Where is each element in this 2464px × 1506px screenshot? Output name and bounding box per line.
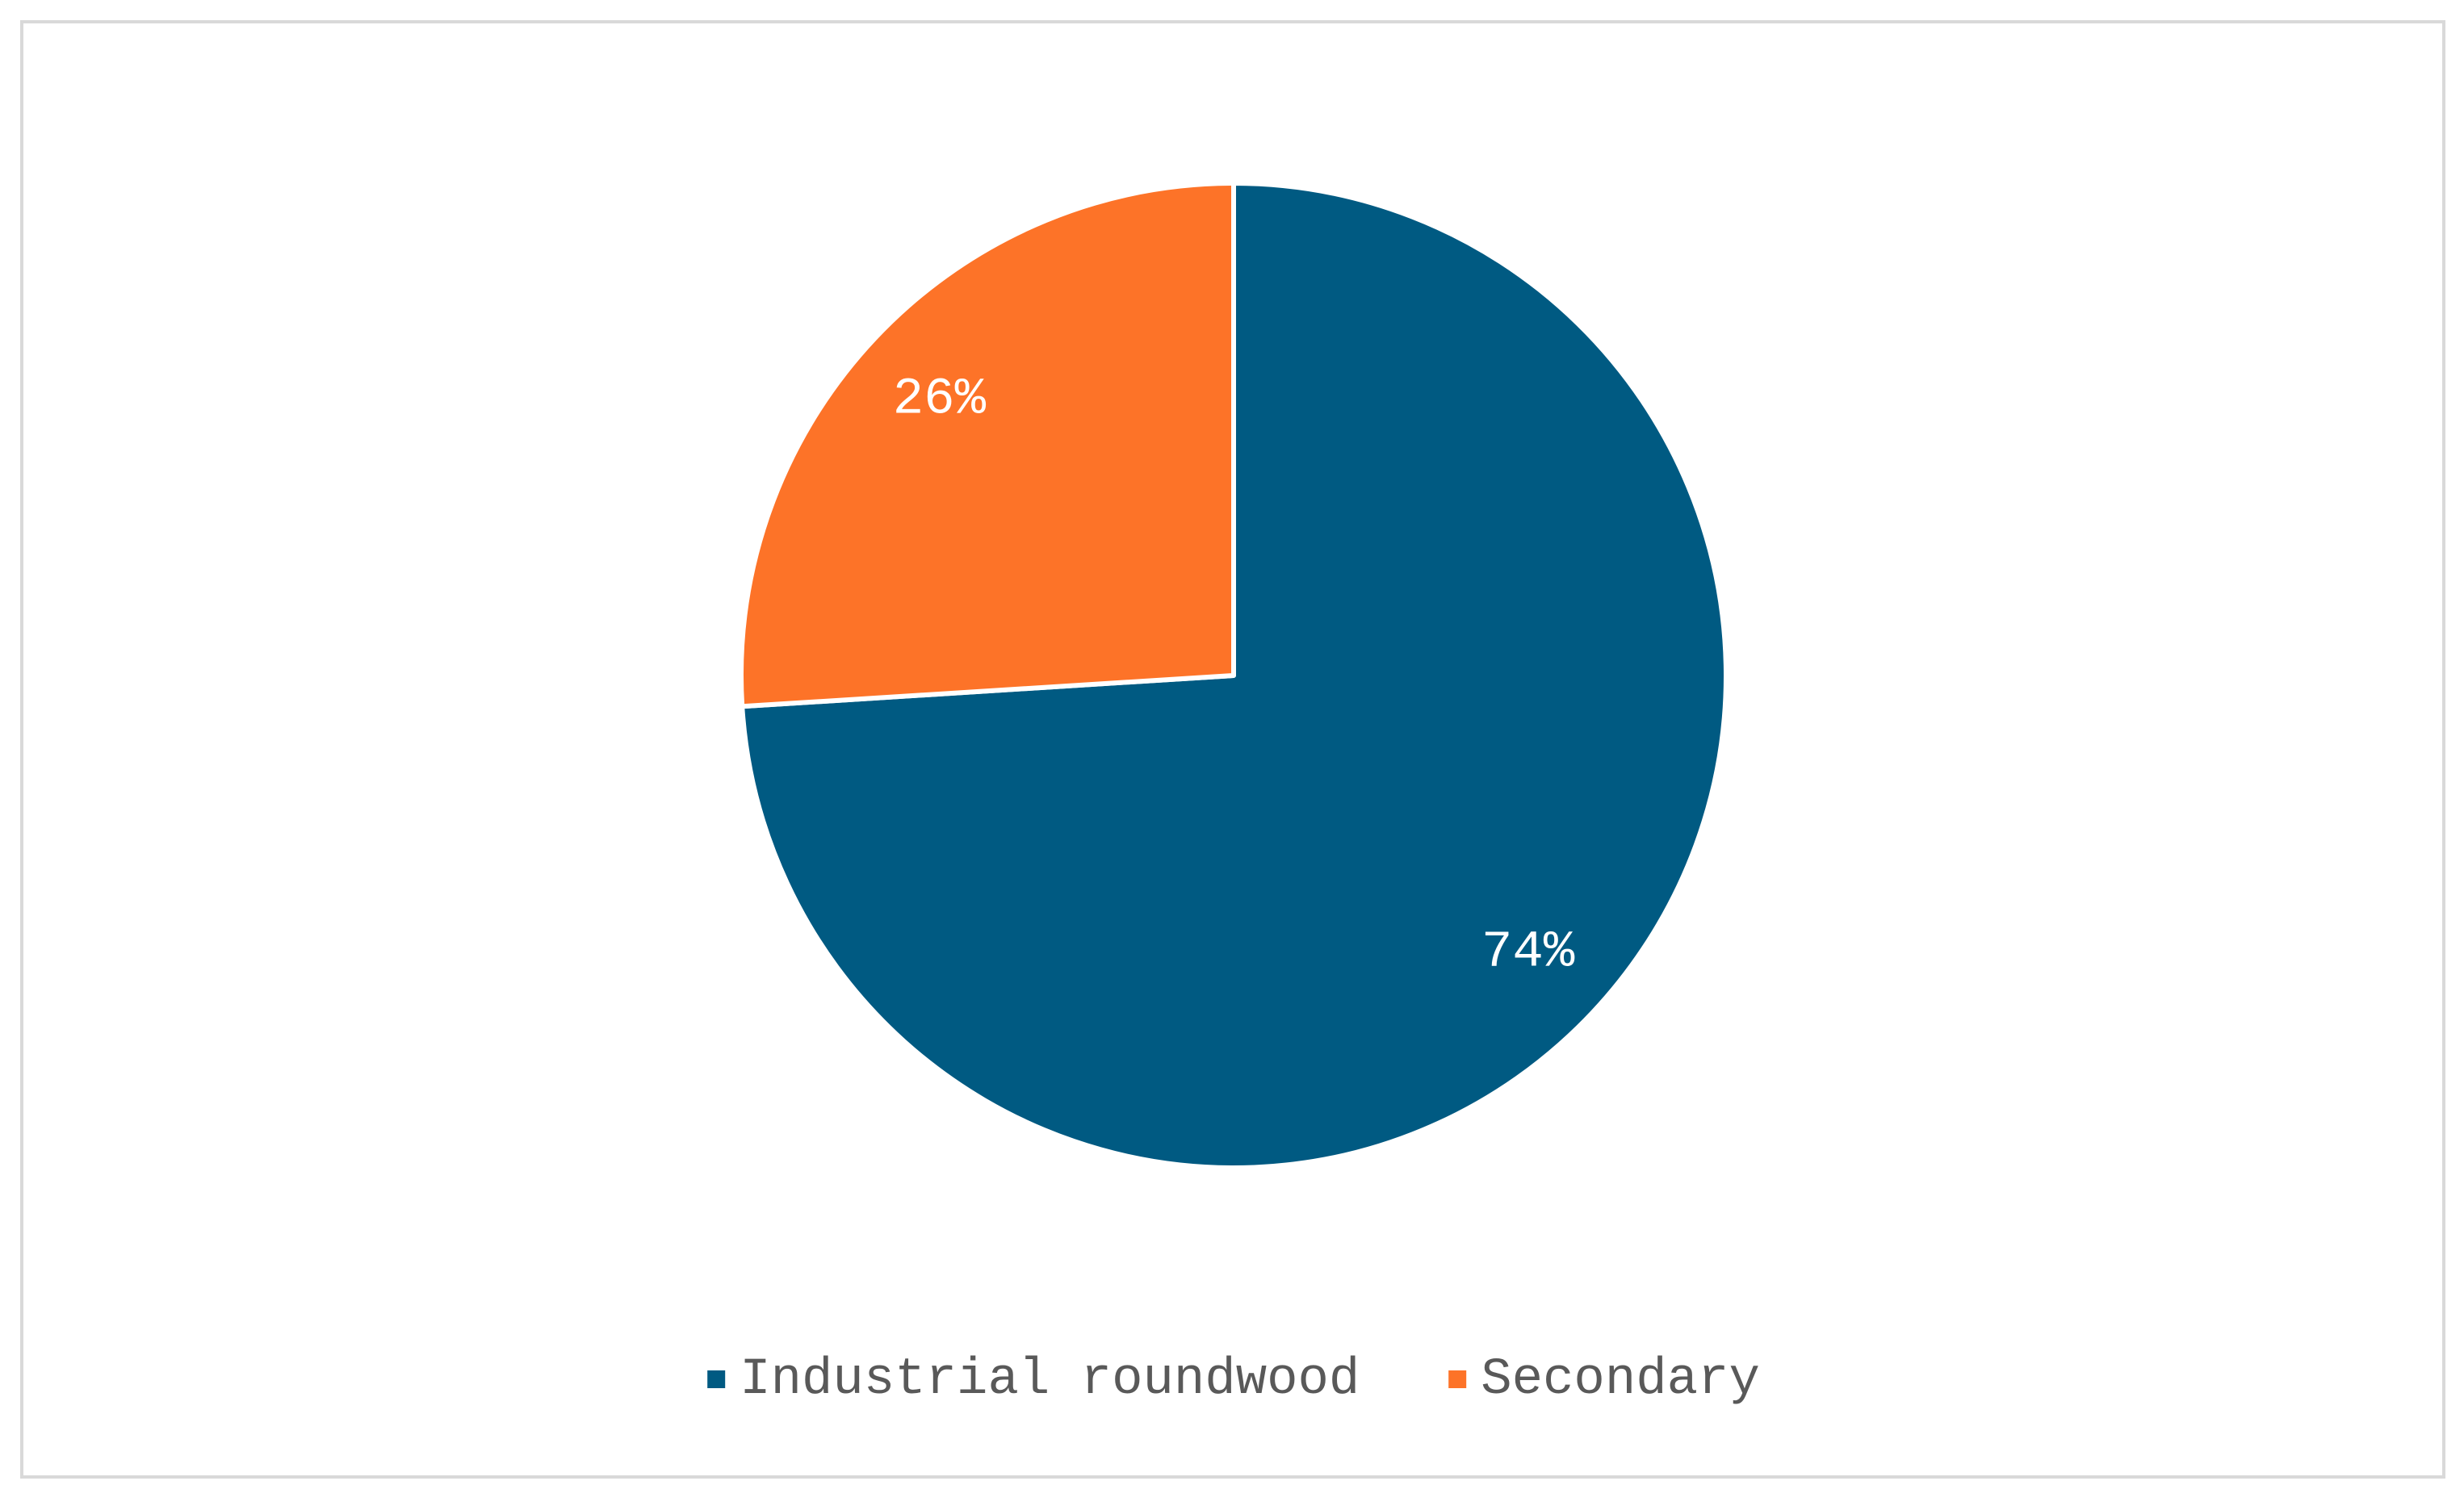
pie-slice — [739, 181, 1236, 709]
data-label: 26% — [893, 370, 987, 429]
legend-label: Industrial roundwood — [740, 1351, 1360, 1409]
legend-label: Secondary — [1481, 1351, 1760, 1409]
legend-marker — [1448, 1370, 1467, 1388]
data-label: 74% — [1481, 923, 1575, 981]
legend-marker — [707, 1370, 726, 1388]
